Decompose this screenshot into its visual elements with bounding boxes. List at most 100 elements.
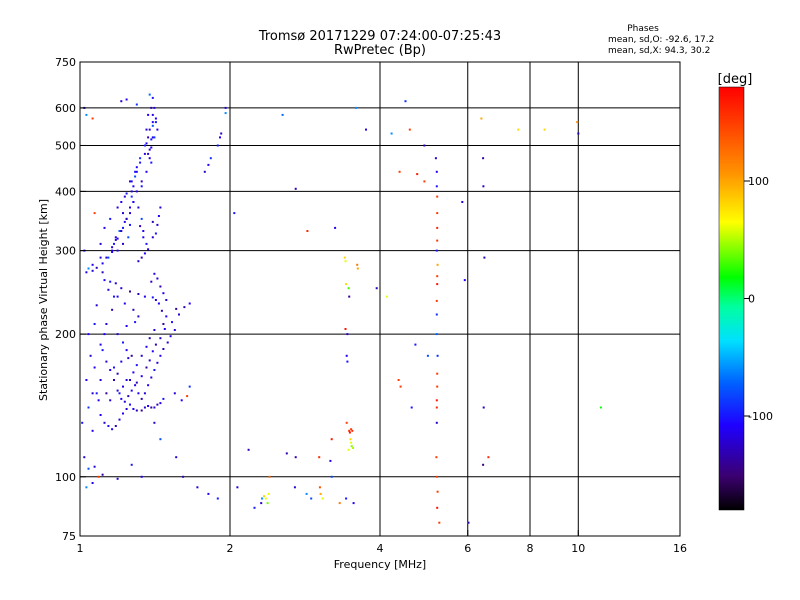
data-point <box>154 343 157 346</box>
y-tick-label: 600 <box>55 102 76 115</box>
data-point <box>113 366 115 369</box>
x-axis-label: Frequency [MHz] <box>334 558 426 571</box>
data-point <box>103 279 106 282</box>
data-point <box>122 242 124 245</box>
data-point <box>397 379 400 381</box>
colorbar-ticks: 100 0 -100 <box>744 175 773 423</box>
data-point <box>125 98 128 101</box>
data-point <box>356 263 359 266</box>
data-point <box>224 112 227 115</box>
data-point <box>153 406 156 409</box>
data-point <box>143 392 146 395</box>
data-point <box>125 349 128 352</box>
data-point <box>344 328 347 330</box>
data-point <box>147 113 150 116</box>
data-point <box>165 315 168 318</box>
data-point <box>120 360 123 363</box>
data-point <box>116 333 119 336</box>
data-point <box>111 428 114 431</box>
data-point <box>153 369 156 371</box>
data-point <box>132 308 135 311</box>
y-axis: 75 100 200 300 400 500 600 750 <box>55 56 86 543</box>
data-point <box>107 256 110 259</box>
data-point <box>140 256 143 259</box>
data-point <box>145 142 148 145</box>
data-point <box>390 132 393 135</box>
data-point <box>348 295 351 298</box>
data-point <box>101 349 104 352</box>
data-point <box>351 429 354 432</box>
data-point <box>120 287 123 290</box>
data-point <box>93 366 96 369</box>
data-point <box>101 262 104 265</box>
data-point <box>135 166 138 169</box>
data-point <box>116 372 119 375</box>
data-point <box>147 405 150 407</box>
data-point <box>436 385 439 388</box>
data-point <box>134 384 137 387</box>
data-point <box>85 379 88 381</box>
data-point <box>356 267 359 270</box>
data-point <box>163 328 166 330</box>
data-point <box>423 180 426 183</box>
data-point <box>143 252 146 255</box>
data-point <box>145 170 148 173</box>
data-point <box>93 212 96 215</box>
data-point <box>352 447 354 449</box>
data-point <box>99 379 102 381</box>
colorbar-tick-label: -100 <box>748 410 773 423</box>
data-point <box>148 157 151 160</box>
data-point <box>151 236 154 239</box>
colorbar-tick-label: 0 <box>748 293 755 306</box>
data-point <box>93 323 96 325</box>
data-point <box>101 473 104 476</box>
data-point <box>435 399 438 402</box>
data-point <box>125 192 128 195</box>
data-point <box>114 236 117 239</box>
data-point <box>203 170 206 173</box>
data-point <box>305 492 308 495</box>
data-point <box>135 409 138 412</box>
data-point <box>125 379 128 381</box>
data-point <box>175 307 178 310</box>
data-point <box>154 232 157 235</box>
data-point <box>109 399 112 402</box>
data-point <box>135 364 138 367</box>
data-point <box>159 438 162 441</box>
data-point <box>467 521 470 524</box>
data-point <box>414 343 417 346</box>
data-point <box>127 395 130 398</box>
data-point <box>423 144 426 147</box>
data-point <box>135 190 138 193</box>
data-point <box>173 329 176 331</box>
data-points <box>81 93 602 524</box>
data-point <box>345 283 348 286</box>
data-point <box>142 236 145 239</box>
data-point <box>87 333 90 336</box>
data-point <box>159 206 162 209</box>
y-tick-label: 750 <box>55 56 76 69</box>
x-tick-label: 16 <box>673 542 687 555</box>
data-point <box>345 497 348 500</box>
data-point <box>224 106 227 109</box>
data-point <box>435 456 438 459</box>
data-point <box>114 425 117 427</box>
data-point <box>253 506 256 509</box>
data-point <box>139 225 142 228</box>
data-point <box>123 400 126 403</box>
data-point <box>436 506 439 509</box>
data-point <box>209 157 212 160</box>
data-point <box>132 371 135 374</box>
data-point <box>116 389 119 392</box>
data-point <box>118 392 121 395</box>
data-point <box>143 295 146 298</box>
data-point <box>162 397 165 400</box>
data-point <box>435 475 438 478</box>
data-point <box>151 296 154 299</box>
data-point <box>285 452 288 455</box>
stats-line-o: mean, sd,O: -92.6, 17.2 <box>608 35 714 45</box>
data-point <box>127 236 130 239</box>
data-point <box>233 212 236 215</box>
data-point <box>140 475 143 478</box>
data-point <box>329 459 332 462</box>
